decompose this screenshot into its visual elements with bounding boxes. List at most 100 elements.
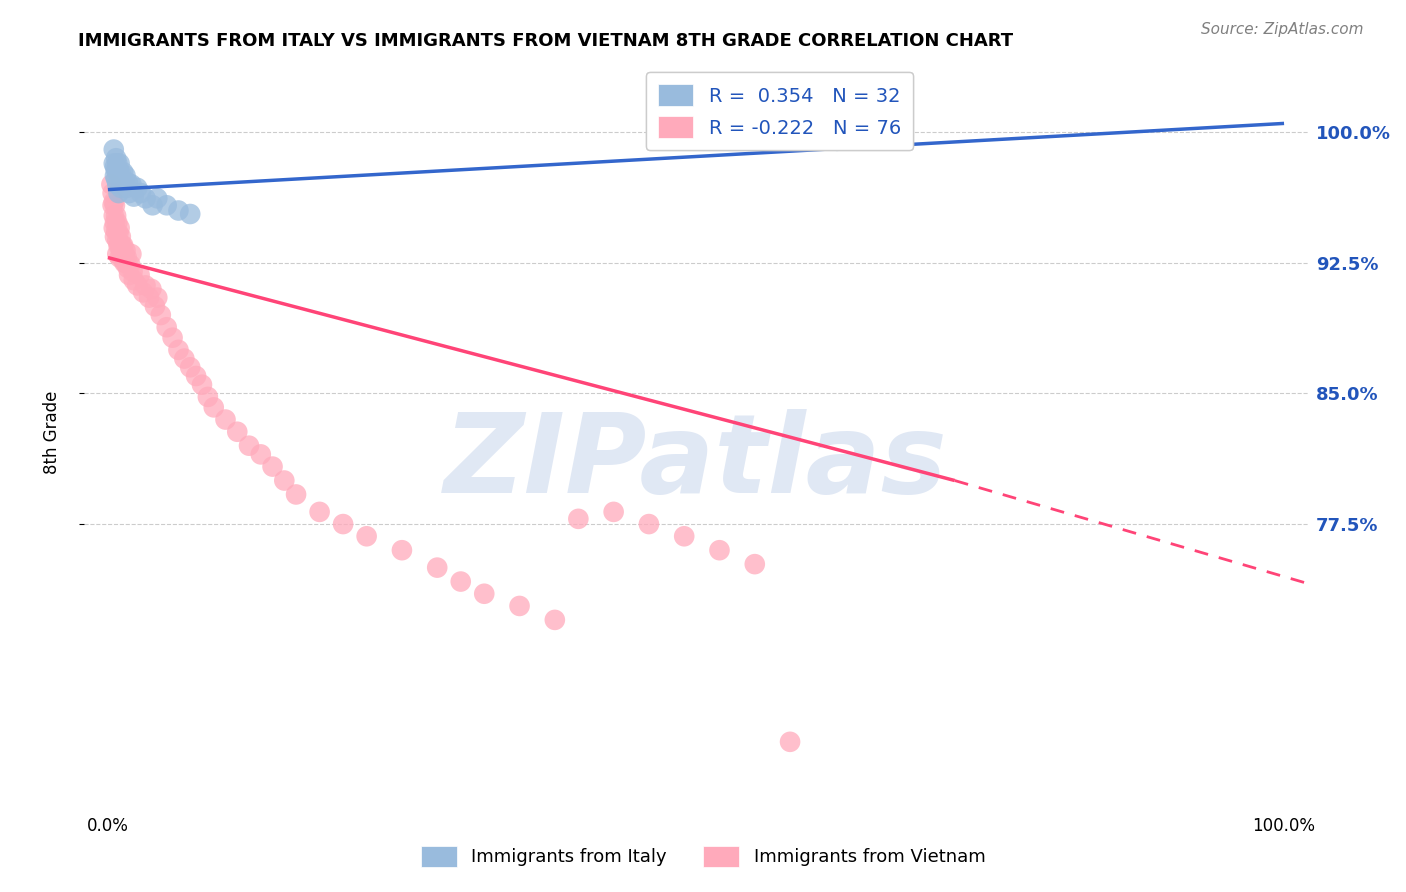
- Point: [112, 256, 135, 270]
- Point: [115, 181, 138, 195]
- Point: [472, 587, 495, 601]
- Point: [249, 447, 271, 461]
- Point: [114, 169, 136, 183]
- Point: [111, 251, 134, 265]
- Point: [673, 529, 696, 543]
- Point: [112, 238, 135, 252]
- Point: [104, 216, 127, 230]
- Point: [308, 505, 330, 519]
- Point: [120, 178, 142, 192]
- Point: [132, 285, 155, 300]
- Point: [391, 543, 413, 558]
- Point: [191, 377, 214, 392]
- Point: [108, 156, 131, 170]
- Point: [112, 247, 135, 261]
- Point: [107, 226, 129, 240]
- Point: [135, 278, 157, 293]
- Point: [105, 178, 128, 192]
- Point: [108, 221, 131, 235]
- Point: [179, 360, 201, 375]
- Point: [118, 268, 141, 282]
- Point: [173, 351, 195, 366]
- Point: [146, 291, 169, 305]
- Point: [238, 439, 260, 453]
- Point: [544, 613, 567, 627]
- Point: [135, 191, 157, 205]
- Point: [110, 229, 132, 244]
- Point: [103, 209, 125, 223]
- Point: [156, 198, 179, 212]
- Point: [127, 278, 149, 293]
- Point: [179, 207, 201, 221]
- Point: [104, 198, 127, 212]
- Point: [105, 247, 128, 261]
- Text: 100.0%: 100.0%: [1253, 817, 1316, 835]
- Point: [105, 209, 128, 223]
- Point: [332, 517, 354, 532]
- Point: [142, 198, 165, 212]
- Point: [202, 401, 225, 415]
- Point: [110, 167, 132, 181]
- Point: [779, 735, 801, 749]
- Point: [103, 194, 125, 209]
- Point: [115, 251, 138, 265]
- Point: [104, 229, 127, 244]
- Point: [122, 189, 145, 203]
- Point: [103, 143, 125, 157]
- Point: [127, 181, 149, 195]
- Y-axis label: 8th Grade: 8th Grade: [42, 391, 60, 475]
- Point: [226, 425, 249, 439]
- Point: [107, 238, 129, 252]
- Point: [285, 487, 308, 501]
- Point: [141, 282, 163, 296]
- Point: [105, 216, 128, 230]
- Point: [105, 163, 128, 178]
- Text: IMMIGRANTS FROM ITALY VS IMMIGRANTS FROM VIETNAM 8TH GRADE CORRELATION CHART: IMMIGRANTS FROM ITALY VS IMMIGRANTS FROM…: [79, 32, 1014, 50]
- Point: [120, 247, 142, 261]
- Point: [825, 134, 848, 148]
- Point: [107, 163, 129, 178]
- Point: [162, 331, 184, 345]
- Point: [121, 264, 143, 278]
- Point: [112, 165, 135, 179]
- Point: [744, 557, 766, 571]
- Point: [117, 260, 139, 275]
- Point: [262, 459, 284, 474]
- Point: [128, 268, 150, 282]
- Point: [108, 251, 131, 265]
- Point: [101, 198, 124, 212]
- Point: [111, 172, 134, 186]
- Point: [117, 176, 139, 190]
- Point: [110, 181, 132, 195]
- Point: [129, 186, 152, 200]
- Point: [112, 176, 135, 190]
- Point: [426, 560, 449, 574]
- Point: [105, 151, 128, 165]
- Legend: R =  0.354   N = 32, R = -0.222   N = 76: R = 0.354 N = 32, R = -0.222 N = 76: [647, 72, 912, 150]
- Point: [120, 258, 142, 272]
- Point: [114, 244, 136, 258]
- Text: ZIPatlas: ZIPatlas: [444, 409, 948, 516]
- Point: [105, 156, 128, 170]
- Point: [103, 156, 125, 170]
- Point: [138, 291, 160, 305]
- Point: [105, 233, 128, 247]
- Point: [146, 191, 169, 205]
- Point: [509, 599, 531, 613]
- Legend: Immigrants from Italy, Immigrants from Vietnam: Immigrants from Italy, Immigrants from V…: [413, 838, 993, 874]
- Point: [214, 412, 236, 426]
- Point: [184, 369, 207, 384]
- Point: [118, 186, 141, 200]
- Point: [149, 308, 172, 322]
- Text: 0.0%: 0.0%: [87, 817, 129, 835]
- Point: [450, 574, 472, 589]
- Point: [108, 238, 131, 252]
- Point: [107, 186, 129, 200]
- Point: [156, 320, 179, 334]
- Point: [122, 273, 145, 287]
- Point: [567, 512, 589, 526]
- Point: [197, 390, 219, 404]
- Point: [101, 186, 124, 200]
- Point: [111, 238, 134, 252]
- Text: Source: ZipAtlas.com: Source: ZipAtlas.com: [1201, 22, 1364, 37]
